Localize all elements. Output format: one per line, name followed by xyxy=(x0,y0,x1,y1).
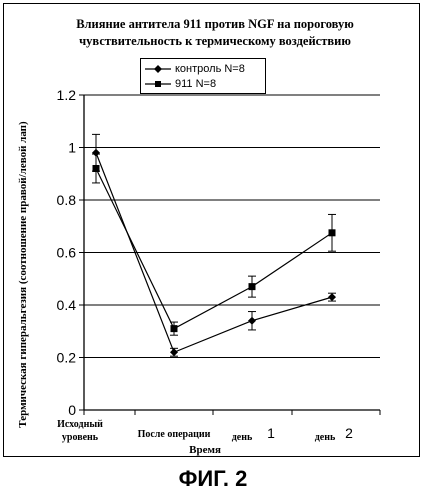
data-point-square xyxy=(249,283,256,290)
x-tick-label: 1 xyxy=(267,425,275,441)
y-tick-label: 0.6 xyxy=(57,245,77,261)
y-tick-label: 1 xyxy=(68,140,76,156)
x-tick-label: После операции xyxy=(138,429,211,440)
legend-item-control: контроль N=8 xyxy=(145,62,245,76)
x-axis-label: Время xyxy=(189,444,221,456)
y-tick-label: 0.2 xyxy=(57,350,77,366)
figure-caption: ФИГ. 2 xyxy=(0,466,426,492)
data-point-square xyxy=(93,165,100,172)
x-tick-label: день xyxy=(232,432,253,443)
x-tick-label: 2 xyxy=(345,425,353,441)
data-point-square xyxy=(171,325,178,332)
y-tick-label: 0.8 xyxy=(57,192,77,208)
data-point-diamond xyxy=(328,293,336,301)
data-point-diamond xyxy=(170,348,178,356)
data-point-square xyxy=(329,229,336,236)
square-marker-icon xyxy=(145,78,171,90)
data-point-diamond xyxy=(248,317,256,325)
legend-item-911: 911 N=8 xyxy=(145,77,216,91)
diamond-marker-icon xyxy=(145,63,171,75)
y-axis-label: Термическая гиперальгезия (соотношение п… xyxy=(17,121,29,428)
y-tick-label: 1.2 xyxy=(57,87,77,103)
y-tick-label: 0.4 xyxy=(57,297,77,313)
chart-legend: контроль N=8 911 N=8 xyxy=(140,58,266,94)
x-tick-label: уровень xyxy=(62,432,99,443)
legend-label-control: контроль N=8 xyxy=(175,63,245,75)
x-tick-label: день xyxy=(315,432,336,443)
y-tick-label: 0 xyxy=(68,402,76,418)
x-tick-label: Исходный xyxy=(57,419,103,430)
legend-label-911: 911 N=8 xyxy=(175,78,216,90)
